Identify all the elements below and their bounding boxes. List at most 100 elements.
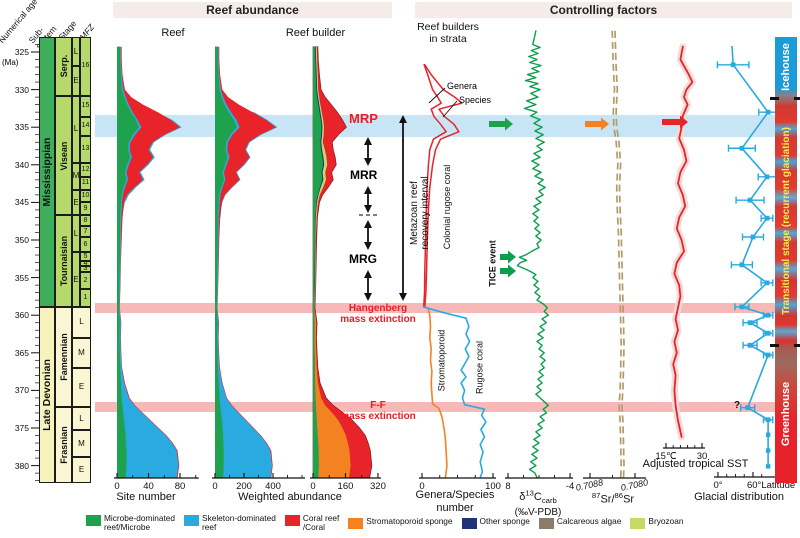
sst-tick-label: 15℃	[655, 451, 677, 462]
age-tick-label: 365	[14, 347, 29, 358]
glacial-point	[765, 312, 771, 318]
age-tick-label: 360	[14, 310, 29, 321]
mfz-cell	[80, 215, 91, 226]
substage-label: E	[73, 274, 79, 284]
mfz-cell	[80, 226, 91, 237]
reef_weighted-area	[215, 46, 237, 478]
mrp-label: MRP	[349, 111, 378, 126]
axis-title-weighted-abundance: Weighted abundance	[238, 491, 342, 503]
rugose-coral-curve	[422, 306, 487, 479]
builder-tick-label: 0	[310, 481, 315, 492]
section-header-controlling-factors: Controlling factors	[415, 2, 792, 18]
legend-swatch	[538, 517, 554, 529]
species-label: Species	[459, 95, 492, 105]
decorative: recovery interval	[420, 176, 431, 250]
genera-label: Genera	[447, 81, 478, 91]
reef_weighted-area	[215, 46, 276, 478]
substage-cell	[72, 307, 91, 338]
glacial-point	[739, 145, 745, 151]
axis-title-site-number: Site number	[116, 491, 176, 503]
decorative: F-F	[370, 400, 386, 411]
stage-cell	[55, 215, 72, 307]
age-tick-label: 370	[14, 385, 29, 396]
legend-item: Bryozoan	[630, 515, 684, 529]
mfz-cell	[80, 252, 91, 261]
mfz-label: 10	[81, 192, 90, 199]
decorative: Sr	[623, 493, 635, 506]
reef_builder-area	[313, 46, 324, 478]
substage-cell	[72, 406, 91, 431]
age-tick-label: 350	[14, 235, 29, 245]
climate-boundary-dash	[794, 344, 800, 347]
hangenberg-extinction-label: Hangenberg mass extinction	[330, 303, 426, 325]
substage-label: L	[79, 317, 84, 327]
glacial-point	[730, 62, 736, 68]
mrg-arrow-lower-head-up	[364, 270, 372, 278]
glacial-tick-label: 0°	[713, 480, 722, 491]
legend-swatch	[284, 515, 300, 526]
legend: Microbe-dominated reef/Microbe Skeleton-do…	[86, 514, 798, 532]
weighted-tick-label: 0	[212, 481, 217, 492]
decorative: C	[533, 490, 542, 503]
mfz-label: 13	[81, 145, 90, 153]
glacial-point	[745, 405, 751, 411]
decorative: (‰V-PDB)	[514, 506, 562, 518]
legend-item: Coral reef/Coral	[284, 513, 340, 532]
d13c-tick-label: 8	[505, 481, 510, 492]
colonial-rugose-coral-label: Colonial rugose coral	[442, 164, 452, 250]
mfz-cell	[80, 36, 91, 96]
hangenberg-band	[95, 303, 775, 314]
substage-cell	[72, 162, 80, 190]
mfz-label: 8	[83, 216, 88, 224]
substage-label: M	[78, 438, 85, 448]
glacial-point	[764, 174, 770, 180]
metazoan-interval-arrow-head-down	[399, 293, 407, 301]
substage-cell	[72, 189, 80, 216]
sst-tick-label: 30	[697, 451, 708, 462]
glacial-point-square	[765, 464, 771, 469]
tice-arrow	[500, 264, 516, 278]
site-tick-label: 40	[143, 481, 154, 492]
substage-cell	[72, 457, 91, 483]
legend-label: Coral reef/Coral	[302, 513, 340, 532]
question-mark-label: ?	[734, 400, 741, 411]
subsystem-cell	[39, 307, 55, 483]
mfz-cell	[80, 162, 91, 177]
substage-label: L	[79, 413, 84, 423]
mfz-cell	[80, 272, 91, 290]
mfz-cell	[80, 135, 91, 163]
stage-cell	[55, 307, 72, 407]
reef_site-area	[117, 46, 180, 478]
mfz-cell	[80, 95, 91, 117]
stage-cell	[55, 406, 72, 483]
decorative: mass extinction	[340, 314, 416, 325]
legend-label: Bryozoan	[648, 515, 684, 526]
decorative: Metazoan reef recovery interval	[409, 176, 431, 249]
mfz-label: 6	[83, 240, 88, 248]
chart-title-reef: Reef	[161, 27, 185, 39]
reef_builder-area	[312, 46, 373, 478]
substage-cell	[72, 36, 80, 67]
tice-event-label: TICE event	[487, 240, 497, 287]
climate-boundary-dash	[770, 97, 779, 100]
age-tick-label: 335	[14, 122, 29, 133]
substage-label: E	[78, 465, 85, 475]
legend-label: Microbe-dominated reef/Microbe	[104, 513, 176, 532]
builder-tick-label: 320	[370, 481, 386, 492]
decorative: number	[436, 501, 474, 514]
decorative: carb	[541, 495, 557, 505]
axis-title-sst: Adjusted tropical SST	[642, 458, 749, 470]
mfz-cell	[80, 236, 91, 253]
substage-cell	[72, 252, 80, 307]
mrg-arrow-upper-head-up	[364, 220, 372, 228]
decorative: δ13Ccarb	[519, 488, 557, 505]
metazoan-recovery-interval-label: Metazoan reef recovery interval	[407, 138, 433, 288]
genera-leader-line	[428, 87, 446, 104]
age-unit-label: (Ma)	[2, 58, 19, 67]
substage-cell	[72, 215, 80, 253]
legend-item: Microbe-dominated reef/Microbe	[86, 514, 175, 532]
site-tick-label: 80	[175, 481, 186, 492]
mfz-label: 14	[81, 122, 90, 130]
